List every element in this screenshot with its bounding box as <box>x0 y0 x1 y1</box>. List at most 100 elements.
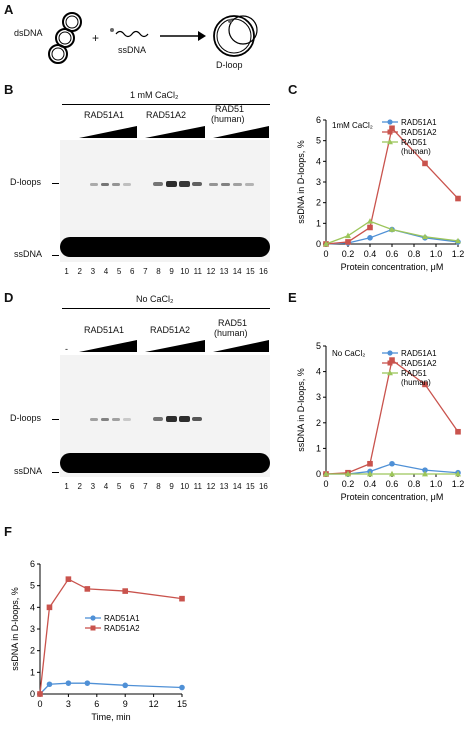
legend-marker <box>387 360 393 366</box>
gel-b-lane-number: 6 <box>129 267 135 276</box>
gel-b-group-1: RAD51A1 <box>84 110 125 120</box>
data-point <box>367 470 373 477</box>
data-point <box>455 195 461 202</box>
series-line <box>325 358 459 475</box>
x-tick-label: 9 <box>123 699 128 709</box>
legend-label: RAD51 <box>401 138 427 147</box>
gel-b-ssdna-tick <box>52 255 59 256</box>
data-point <box>179 595 185 602</box>
chart-c: 0 1 2 3 4 5 6 0 0.2 0.4 0.6 0.8 1.0 1.2 Protein concen… <box>296 115 464 272</box>
gel-d-dloop-band <box>153 417 163 421</box>
y-tick-label: 1 <box>30 667 35 677</box>
gel-d-dloop-band <box>179 416 190 422</box>
gel-b-lane-number: 2 <box>77 267 82 276</box>
y-tick-label: 1 <box>316 218 321 228</box>
gel-b-lane-number: 8 <box>156 267 161 276</box>
gel-b-lane-number: 14 <box>232 267 242 276</box>
plus-sign: + <box>92 31 100 45</box>
data-point <box>389 470 395 477</box>
gel-d-dloop-band <box>101 418 109 421</box>
data-point <box>46 604 53 611</box>
gel-b-image <box>60 140 270 262</box>
chart-e: 0 1 2 3 4 5 0 0.2 0.4 0.6 0.8 1.0 1.2 Protein concent… <box>296 341 464 502</box>
x-tick-label: 6 <box>94 699 99 709</box>
data-point <box>367 235 373 241</box>
gel-d-lane-number: 12 <box>206 482 216 491</box>
gel-b-lane-number: 1 <box>64 267 69 276</box>
gel-b-lane-number: 12 <box>206 267 216 276</box>
gel-d-dloop-band <box>166 416 177 422</box>
x-tick-label: 0.8 <box>408 249 421 259</box>
data-point <box>65 576 72 582</box>
gel-d-lane-number: 3 <box>90 482 96 491</box>
gel-d-group-1: RAD51A1 <box>84 325 125 335</box>
x-tick-label: 1.0 <box>430 479 443 489</box>
data-point <box>84 680 91 686</box>
arrow-icon <box>160 31 206 41</box>
gel-b-condition: 1 mM CaCl₂ <box>130 90 179 100</box>
gel-b-dloop-band <box>153 182 163 186</box>
gel-b-lane-number: 13 <box>219 267 229 276</box>
gel-d-lane-number: 13 <box>219 482 229 491</box>
y-tick-label: 4 <box>30 602 35 612</box>
legend-label: RAD51 <box>401 369 427 378</box>
y-axis-label: ssDNA in D-loops, % <box>296 368 306 452</box>
gel-d-lane-number: 4 <box>103 482 109 491</box>
data-point <box>84 586 91 592</box>
y-tick-label: 6 <box>30 559 35 569</box>
x-tick-label: 0.2 <box>342 249 355 259</box>
gel-d-dloop-band <box>112 418 120 421</box>
gel-d-lane-number: 1 <box>64 482 69 491</box>
gel-d-dloop-band <box>90 418 98 421</box>
legend-label: (human) <box>401 147 431 156</box>
gel-b-dloops-label: D-loops <box>10 177 42 187</box>
data-point <box>65 680 72 686</box>
y-axis-label: ssDNA in D-loops, % <box>296 140 306 224</box>
legend-marker <box>387 139 393 145</box>
data-point <box>345 239 351 245</box>
gel-d-lane-number: 6 <box>129 482 135 491</box>
data-point <box>179 684 185 691</box>
legend-marker <box>387 350 393 356</box>
gel-d-ssdna-label: ssDNA <box>14 466 43 476</box>
data-point <box>389 357 395 363</box>
legend-marker <box>387 129 393 135</box>
y-tick-label: 0 <box>316 469 321 479</box>
data-point <box>455 428 461 435</box>
gel-d-lane-number: 2 <box>77 482 82 491</box>
data-point <box>323 470 329 477</box>
gel-d-condition: No CaCl₂ <box>136 294 174 304</box>
series-line <box>325 220 459 245</box>
gel-b-dloop-band <box>112 183 120 186</box>
data-point <box>422 381 428 388</box>
legend-marker <box>387 370 393 376</box>
gel-b-dloop-band <box>192 182 202 186</box>
gel-d-group-3-note: (human) <box>214 328 248 338</box>
data-point <box>323 240 329 247</box>
legend-label: (human) <box>401 378 431 387</box>
chart-inset-label: No CaCl₂ <box>332 349 365 358</box>
dsdna-circles-icon <box>48 12 82 64</box>
y-tick-label: 6 <box>316 115 321 125</box>
y-tick-label: 2 <box>316 198 321 208</box>
gel-b-ssdna-band <box>60 237 270 257</box>
legend-label: RAD51A2 <box>401 128 437 137</box>
gel-b-lane-number: 7 <box>143 267 148 276</box>
x-tick-label: 1.0 <box>430 249 443 259</box>
series-line <box>325 228 459 245</box>
legend-label: RAD51A2 <box>401 359 437 368</box>
x-tick-label: 0 <box>323 249 328 259</box>
gel-d-lane-number: 11 <box>193 482 202 491</box>
gel-d-wedges <box>79 340 269 352</box>
y-tick-label: 3 <box>316 177 321 187</box>
legend-label: RAD51A2 <box>104 624 140 633</box>
data-point <box>122 588 128 594</box>
gel-b-lane-number: 9 <box>169 267 174 276</box>
gel-d-dloops-tick <box>52 419 59 420</box>
y-tick-label: 4 <box>316 367 321 377</box>
gel-b-lane-number: 5 <box>116 267 122 276</box>
data-point <box>422 467 428 473</box>
x-tick-label: 0.6 <box>386 479 399 489</box>
series-line <box>325 126 459 245</box>
